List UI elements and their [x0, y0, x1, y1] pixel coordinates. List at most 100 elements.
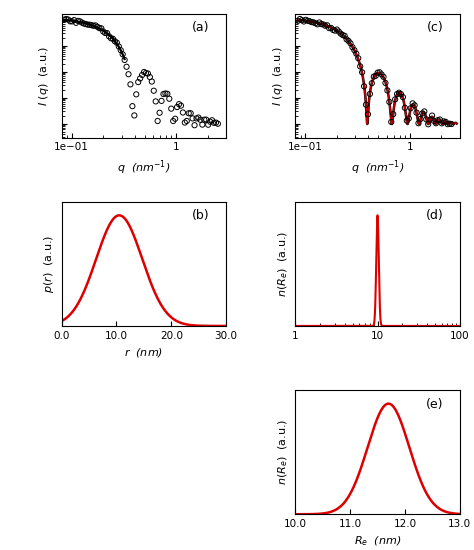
Point	[426, 115, 434, 124]
Point	[70, 16, 78, 25]
Point	[206, 117, 214, 126]
Text: (d): (d)	[426, 210, 443, 223]
Point	[185, 109, 192, 118]
Point	[175, 100, 183, 108]
Point	[80, 19, 88, 28]
Point	[82, 20, 90, 29]
Point	[432, 119, 440, 128]
Point	[154, 117, 162, 125]
Point	[337, 29, 345, 38]
Point	[319, 20, 327, 29]
Point	[113, 39, 120, 47]
X-axis label: $r$  (nm): $r$ (nm)	[124, 346, 164, 359]
Point	[362, 100, 370, 109]
Point	[91, 21, 99, 30]
Point	[417, 114, 424, 123]
Point	[72, 18, 80, 27]
Point	[119, 50, 127, 59]
Point	[96, 24, 103, 32]
Point	[158, 96, 165, 105]
Point	[339, 31, 346, 40]
Y-axis label: $n$($R_e$)  (a.u.): $n$($R_e$) (a.u.)	[276, 419, 290, 486]
Point	[331, 26, 339, 35]
Point	[345, 36, 352, 45]
Point	[140, 68, 148, 76]
Point	[325, 24, 333, 32]
Point	[364, 110, 372, 119]
Point	[294, 16, 302, 25]
Point	[327, 24, 335, 32]
Point	[424, 120, 432, 129]
Point	[103, 29, 111, 37]
Point	[150, 86, 157, 95]
Point	[440, 117, 447, 126]
Point	[348, 43, 356, 52]
Y-axis label: $I$ ($q$)  (a.u.): $I$ ($q$) (a.u.)	[37, 46, 51, 106]
Y-axis label: $p$($r$)  (a.u.): $p$($r$) (a.u.)	[42, 235, 56, 293]
Point	[312, 19, 319, 28]
Point	[376, 68, 383, 76]
Point	[403, 116, 410, 125]
Point	[135, 78, 142, 86]
Point	[201, 116, 208, 124]
Point	[195, 113, 202, 122]
Point	[84, 20, 91, 29]
Point	[335, 27, 343, 36]
Point	[407, 104, 414, 113]
Point	[137, 74, 144, 83]
Point	[105, 32, 113, 41]
Point	[193, 114, 201, 123]
Point	[390, 110, 397, 119]
Point	[422, 115, 430, 124]
Point	[346, 39, 354, 48]
Point	[76, 17, 84, 26]
Point	[162, 89, 169, 98]
Point	[395, 89, 403, 97]
Point	[98, 24, 105, 32]
Point	[109, 35, 117, 43]
Point	[130, 111, 138, 120]
X-axis label: $q$  (nm$^{-1}$): $q$ (nm$^{-1}$)	[117, 158, 171, 177]
Point	[90, 21, 97, 30]
Point	[314, 20, 321, 29]
Point	[197, 116, 204, 124]
Point	[177, 101, 185, 110]
Point	[199, 120, 206, 129]
Point	[125, 70, 132, 79]
Point	[121, 56, 128, 64]
Point	[93, 23, 101, 31]
Point	[298, 16, 306, 25]
Point	[444, 120, 451, 129]
Point	[316, 18, 323, 27]
Point	[63, 15, 70, 24]
X-axis label: $q$  (nm$^{-1}$): $q$ (nm$^{-1}$)	[351, 158, 404, 177]
Point	[380, 73, 387, 81]
Point	[117, 46, 125, 54]
Point	[204, 120, 212, 129]
Point	[358, 68, 366, 76]
Point	[306, 17, 313, 26]
Point	[132, 90, 140, 99]
Point	[64, 15, 72, 24]
Point	[341, 31, 348, 40]
Point	[127, 80, 134, 89]
Point	[411, 101, 419, 109]
Point	[66, 17, 74, 26]
Point	[401, 103, 409, 112]
Point	[356, 62, 364, 71]
Point	[351, 46, 358, 54]
Point	[321, 21, 329, 30]
Text: (b): (b)	[192, 210, 210, 223]
Text: (c): (c)	[427, 21, 443, 34]
Point	[355, 54, 362, 63]
Y-axis label: $n$($R_e$)  (a.u.): $n$($R_e$) (a.u.)	[276, 231, 290, 297]
Point	[409, 99, 417, 108]
Point	[366, 90, 374, 98]
Point	[202, 116, 210, 124]
Point	[438, 119, 446, 128]
Point	[385, 97, 393, 106]
Point	[310, 18, 317, 27]
Point	[397, 90, 405, 98]
Point	[111, 37, 118, 46]
Point	[382, 79, 389, 87]
